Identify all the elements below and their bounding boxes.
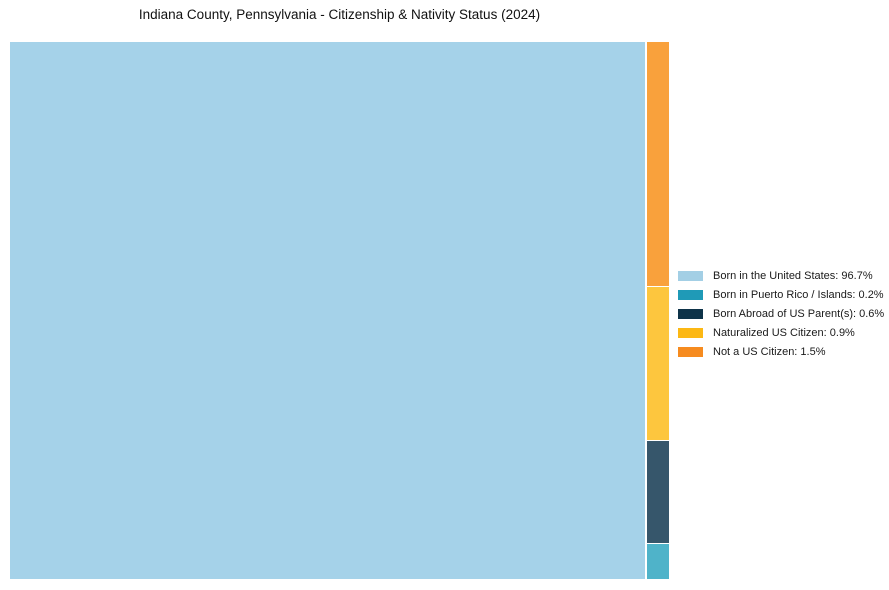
legend-label-born-in-us: Born in the United States: 96.7% <box>713 269 873 282</box>
treemap-rect-not-a-us-citizen[interactable] <box>647 42 669 286</box>
legend-swatch-born-abroad-us-parents <box>678 308 703 319</box>
legend: Born in the United States: 96.7% Born in … <box>678 266 884 361</box>
legend-swatch-naturalized-us-citizen <box>678 327 703 338</box>
legend-swatch-not-a-us-citizen <box>678 346 703 357</box>
treemap-rect-born-puerto-rico-islands[interactable] <box>647 544 669 579</box>
legend-item-born-abroad-us-parents[interactable]: Born Abroad of US Parent(s): 0.6% <box>678 304 884 323</box>
legend-label-not-a-us-citizen: Not a US Citizen: 1.5% <box>713 345 826 358</box>
legend-label-born-abroad-us-parents: Born Abroad of US Parent(s): 0.6% <box>713 307 885 320</box>
treemap-rect-born-in-us[interactable] <box>10 42 645 579</box>
legend-swatch-born-puerto-rico-islands <box>678 289 703 300</box>
legend-item-not-a-us-citizen[interactable]: Not a US Citizen: 1.5% <box>678 342 884 361</box>
legend-label-naturalized-us-citizen: Naturalized US Citizen: 0.9% <box>713 326 855 339</box>
treemap-rect-born-abroad-us-parents[interactable] <box>647 441 669 543</box>
legend-item-born-puerto-rico-islands[interactable]: Born in Puerto Rico / Islands: 0.2% <box>678 285 884 304</box>
legend-item-naturalized-us-citizen[interactable]: Naturalized US Citizen: 0.9% <box>678 323 884 342</box>
legend-item-born-in-us[interactable]: Born in the United States: 96.7% <box>678 266 884 285</box>
legend-label-born-puerto-rico-islands: Born in Puerto Rico / Islands: 0.2% <box>713 288 884 301</box>
treemap-rect-naturalized-us-citizen[interactable] <box>647 287 669 440</box>
chart-title: Indiana County, Pennsylvania - Citizensh… <box>138 7 541 22</box>
legend-swatch-born-in-us <box>678 270 703 281</box>
